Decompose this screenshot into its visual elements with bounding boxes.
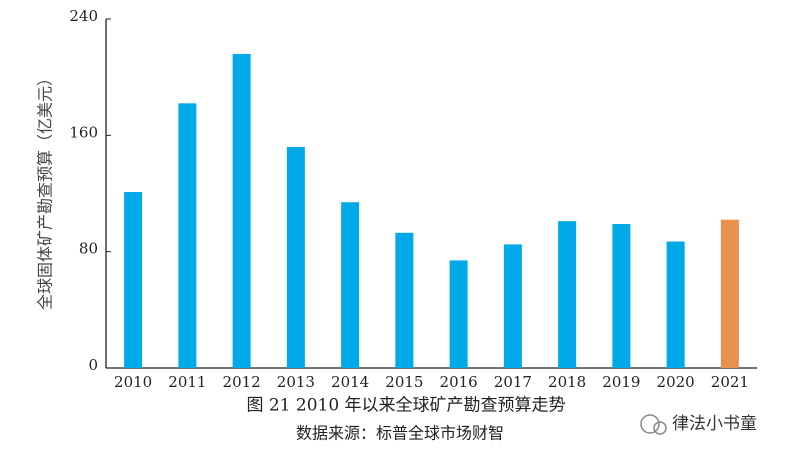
- y-tick-label: 80: [79, 240, 98, 258]
- x-tick-label: 2011: [168, 373, 206, 391]
- x-tick-label: 2020: [657, 373, 695, 391]
- bar: [449, 260, 468, 368]
- y-tick-label: 160: [69, 123, 98, 141]
- x-tick-label: 2012: [223, 373, 261, 391]
- x-tick-label: 2014: [331, 373, 369, 391]
- bar: [558, 221, 577, 368]
- y-tick-label: 0: [88, 356, 98, 374]
- bar: [124, 192, 143, 368]
- watermark: 律法小书童: [672, 414, 757, 434]
- x-tick-label: 2010: [114, 373, 152, 391]
- bar: [395, 232, 414, 368]
- caption: 图 21 2010 年以来全球矿产勘查预算走势: [246, 396, 565, 416]
- x-tick-label: 2013: [277, 373, 315, 391]
- x-tick-label: 2017: [494, 373, 532, 391]
- source: 数据来源：标普全球市场财智: [296, 424, 504, 443]
- bar: [178, 103, 197, 368]
- bar: [612, 224, 631, 368]
- x-tick-label: 2019: [602, 373, 640, 391]
- bar: [720, 219, 739, 368]
- bar: [341, 202, 360, 368]
- bar: [666, 241, 685, 368]
- y-tick-label: 240: [69, 7, 98, 25]
- x-tick-label: 2016: [440, 373, 478, 391]
- bar: [286, 146, 305, 368]
- x-tick-label: 2021: [711, 373, 749, 391]
- y-axis-label: 全球固体矿产勘查预算（亿美元）: [36, 70, 55, 310]
- x-tick-label: 2015: [385, 373, 423, 391]
- x-tick-label: 2018: [548, 373, 586, 391]
- watermark-icon: [640, 414, 667, 435]
- bar: [232, 53, 251, 369]
- bar: [503, 244, 522, 368]
